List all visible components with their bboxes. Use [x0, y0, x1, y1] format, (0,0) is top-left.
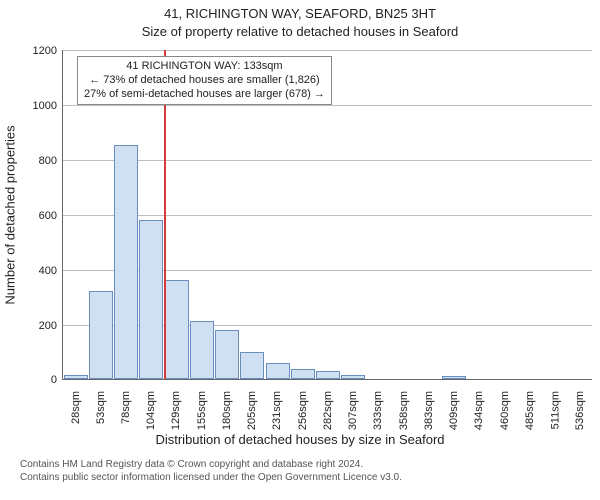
- chart-title: 41, RICHINGTON WAY, SEAFORD, BN25 3HT: [0, 6, 600, 21]
- histogram-bar: [89, 291, 113, 379]
- chart-subtitle: Size of property relative to detached ho…: [0, 24, 600, 39]
- annotation-box: 41 RICHINGTON WAY: 133sqm← 73% of detach…: [77, 56, 332, 105]
- grid-line: 600: [63, 215, 592, 216]
- x-axis-label: Distribution of detached houses by size …: [0, 432, 600, 447]
- annotation-line: 41 RICHINGTON WAY: 133sqm: [84, 60, 325, 74]
- histogram-bar: [165, 280, 189, 379]
- y-tick-label: 1200: [33, 45, 63, 57]
- histogram-bar: [240, 352, 264, 380]
- grid-line: 800: [63, 160, 592, 161]
- histogram-bar: [316, 371, 340, 379]
- y-tick-label: 400: [39, 265, 63, 277]
- grid-line: 1200: [63, 50, 592, 51]
- histogram-bar: [291, 369, 315, 379]
- footer-line-2: Contains public sector information licen…: [20, 471, 402, 484]
- y-tick-label: 200: [39, 320, 63, 332]
- histogram-bar: [64, 375, 88, 379]
- histogram-bar: [341, 375, 365, 379]
- annotation-line: ← 73% of detached houses are smaller (1,…: [84, 74, 325, 88]
- annotation-line: 27% of semi-detached houses are larger (…: [84, 88, 325, 102]
- histogram-bar: [215, 330, 239, 380]
- plot-area: 02004006008001000120028sqm53sqm78sqm104s…: [62, 50, 592, 380]
- y-tick-label: 1000: [33, 100, 63, 112]
- histogram-bar: [114, 145, 138, 379]
- y-tick-label: 800: [39, 155, 63, 167]
- histogram-bar: [139, 220, 163, 380]
- y-tick-label: 600: [39, 210, 63, 222]
- histogram-bar: [190, 321, 214, 379]
- footer-line-1: Contains HM Land Registry data © Crown c…: [20, 458, 402, 471]
- histogram-bar: [442, 376, 466, 379]
- y-axis-label: Number of detached properties: [3, 125, 18, 304]
- y-tick-label: 0: [51, 374, 63, 386]
- footer-text: Contains HM Land Registry data © Crown c…: [20, 458, 402, 484]
- histogram-bar: [266, 363, 290, 380]
